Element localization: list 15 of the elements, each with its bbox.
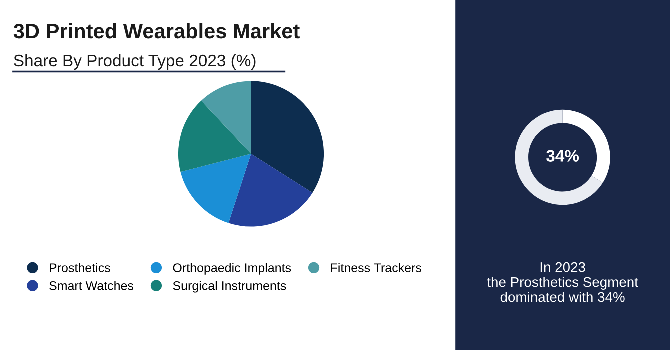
data-label: 34% xyxy=(546,150,580,162)
legend-label: Fitness Trackers xyxy=(331,263,422,272)
legend-label: Orthopaedic Implants xyxy=(173,263,292,275)
pie-slice xyxy=(178,100,252,172)
legend-label: Smart Watches xyxy=(50,281,134,290)
chart-subtitle: Share By Product Type 2023 (%) xyxy=(14,54,256,70)
legend-label: Surgical Instruments xyxy=(173,281,286,293)
chart-title: 3D Printed Wearables Market xyxy=(14,23,300,39)
pie-slice xyxy=(180,154,252,224)
pie-slice xyxy=(201,81,252,154)
pie-slice xyxy=(251,81,324,194)
donut-slice xyxy=(515,110,603,206)
text: In 2023 the Prosthetics Segment dominated with 34% xyxy=(487,262,638,302)
legend-label: Prosthetics xyxy=(50,263,110,272)
pie-slice xyxy=(228,154,313,227)
